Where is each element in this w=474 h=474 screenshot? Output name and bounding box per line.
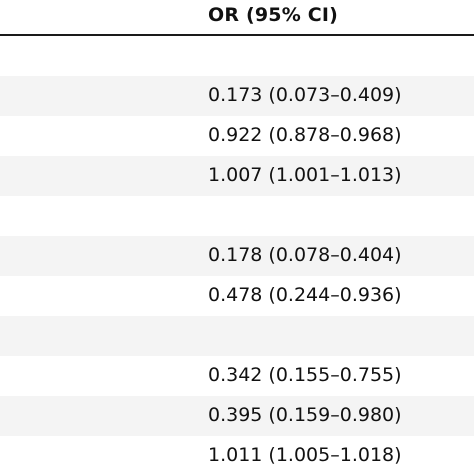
table-row: 0.173 (0.073–0.409) (0, 76, 474, 116)
table-row: 0.342 (0.155–0.755) (0, 356, 474, 396)
or-column-header: OR (95% CI) (208, 4, 339, 26)
or-value: 0.178 (0.078–0.404) (208, 244, 402, 266)
table-row: 1.007 (1.001–1.013) (0, 156, 474, 196)
or-value: 1.011 (1.005–1.018) (208, 444, 402, 466)
table-header: OR (95% CI) (0, 0, 474, 36)
table-row: 0.478 (0.244–0.936) (0, 276, 474, 316)
table-row: 0.178 (0.078–0.404) (0, 236, 474, 276)
or-value: 0.922 (0.878–0.968) (208, 124, 402, 146)
table-row (0, 316, 474, 356)
table-row: 1.011 (1.005–1.018) (0, 436, 474, 474)
table-row: 0.922 (0.878–0.968) (0, 116, 474, 156)
or-value: 0.173 (0.073–0.409) (208, 84, 402, 106)
table-row (0, 196, 474, 236)
or-value: 1.007 (1.001–1.013) (208, 164, 402, 186)
table-row: 0.395 (0.159–0.980) (0, 396, 474, 436)
or-value: 0.342 (0.155–0.755) (208, 364, 402, 386)
table-row (0, 36, 474, 76)
or-value: 0.395 (0.159–0.980) (208, 404, 402, 426)
or-value: 0.478 (0.244–0.936) (208, 284, 402, 306)
